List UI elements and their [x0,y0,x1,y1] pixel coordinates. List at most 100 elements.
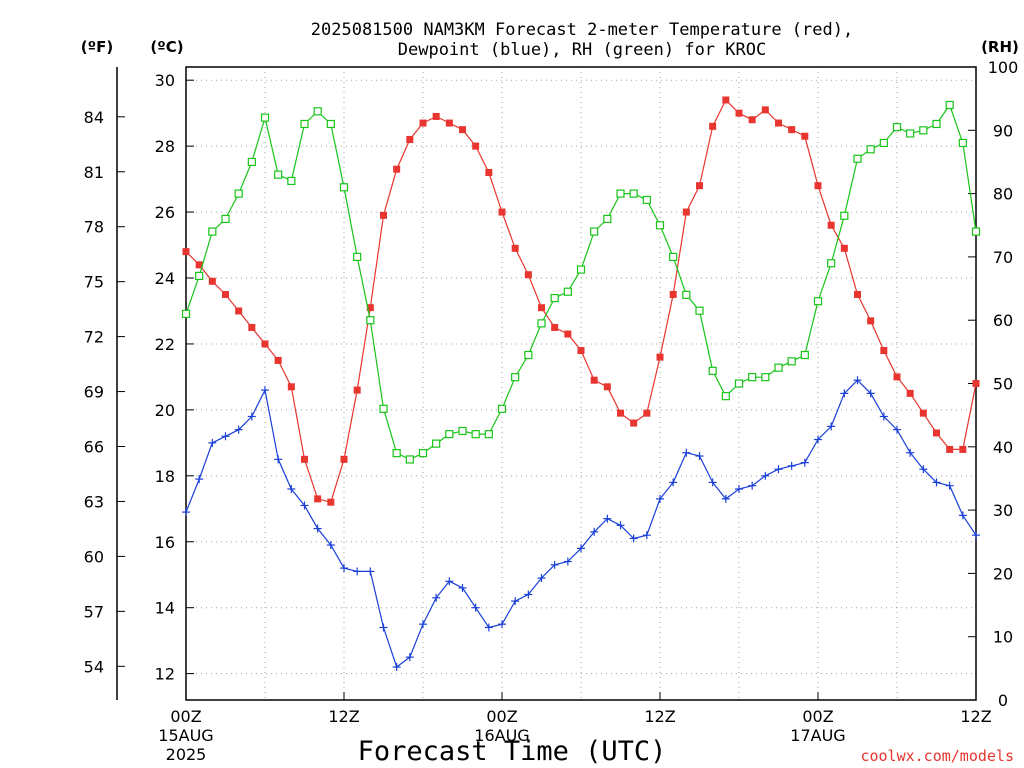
temperature-point [854,290,861,298]
temperature-point [353,386,361,394]
rh-point [247,157,256,167]
temperature-point [301,455,308,463]
rh-point [616,189,625,198]
rh-point [195,271,204,280]
temperature-point [564,330,572,338]
x-tick-label: 00Z [170,707,201,726]
rh-point [906,129,915,138]
temperature-point [643,409,651,417]
celsius-unit-label: (ºC) [150,38,183,56]
x-tick-year-label: 2025 [166,745,207,764]
rh-point [339,183,349,192]
temperature-point [485,169,493,176]
temperature-point [524,271,532,279]
temperature-point [761,106,769,114]
dewpoint-point [919,465,928,474]
dewpoint-point [182,508,190,517]
dewpoint-point [721,494,730,503]
temperature-point [656,353,664,361]
rh-point [550,293,559,303]
rh-point [879,138,888,148]
rh-point [260,113,270,122]
celsius-tick-label: 20 [155,401,175,420]
dewpoint-point [853,376,862,385]
rh-point [761,373,770,382]
temperature-point [380,211,387,219]
chart-title-line-2: Dewpoint (blue), RH (green) for KROC [398,40,766,60]
temperature-point [182,248,190,256]
celsius-tick-label: 12 [155,665,175,684]
rh-point [892,123,902,132]
celsius-tick-label: 16 [155,533,175,552]
rh-point [353,252,362,261]
dewpoint-point [840,389,849,398]
dewpoint-point [195,475,204,484]
temperature-point [880,347,888,355]
dewpoint-point [682,448,691,457]
dewpoint-point [340,564,348,573]
rh-tick-label: 0 [998,691,1008,710]
dewpoint-point [708,478,717,487]
celsius-tick-label: 14 [155,599,175,618]
rh-point [695,306,704,315]
series-line [185,379,977,668]
rh-point [300,119,309,129]
temperature-point [919,409,927,417]
rh-point [827,259,836,268]
temperature-point [933,429,940,437]
temperature-point [406,136,414,144]
rh-tick-label: 20 [993,564,1013,583]
tick-labels-layer: 12 14 16 18 20 22 24 26 28 30 54 57 60 63 66 69 72 75 78 81… [84,58,1019,764]
dewpoint-point [379,623,388,632]
dewpoint-point [550,560,559,569]
temperature-point [340,455,348,463]
rh-point [866,145,875,154]
rh-point [524,350,533,360]
temperature-point [261,340,269,348]
temperature-point [590,376,598,384]
temperature-point [709,122,717,130]
rh-point [537,319,546,328]
dewpoint-point [247,412,256,421]
dewpoint-point [353,567,362,576]
rh-point [721,392,730,401]
rh-point [458,426,467,436]
rh-point [734,379,744,388]
dewpoint-point [642,531,651,540]
fahrenheit-tick-label: 81 [84,163,104,182]
celsius-tick-label: 30 [155,71,175,90]
dewpoint-point [287,485,296,493]
rh-point [418,449,428,458]
dewpoint-point [524,590,533,599]
dewpoint-point [208,438,217,447]
rh-tick-label: 70 [993,248,1013,267]
dewpoint-point [261,386,269,395]
chart-title-line-1: 2025081500 NAM3KM Forecast 2-meter Tempe… [311,20,853,40]
rh-point [919,126,928,135]
rh-tick-label: 30 [993,501,1013,520]
series-1 [182,376,980,672]
temperature-point [722,96,730,104]
rh-point [326,119,335,129]
temperature-point [551,323,559,331]
x-tick-date-label: 15AUG [158,726,213,745]
celsius-tick-label: 24 [155,269,175,288]
dewpoint-point [419,620,427,629]
dewpoint-point [866,389,875,398]
temperature-point [682,208,690,216]
dewpoint-point [577,544,585,553]
dewpoint-point [879,412,888,421]
dewpoint-point [590,527,599,536]
temperature-point [788,126,796,134]
rh-point [445,430,454,439]
temperature-point [906,389,914,397]
celsius-tick-label: 26 [155,203,175,222]
rh-point [958,138,967,148]
fahrenheit-tick-label: 63 [84,492,104,511]
dewpoint-point [827,422,836,431]
temperature-point [274,356,282,364]
temperature-point [959,445,967,453]
dewpoint-point [695,452,704,461]
temperature-point [511,244,519,252]
temperature-point [393,165,401,173]
